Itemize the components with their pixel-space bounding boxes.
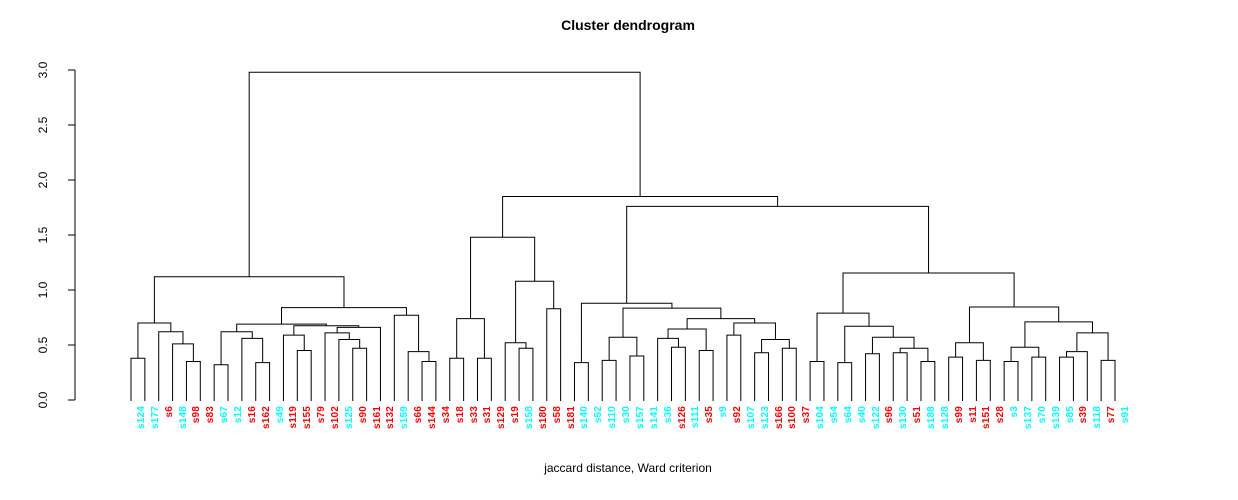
leaf-label-s51: s51 [912,406,924,424]
leaf-label-s19: s19 [510,406,522,424]
leaf-label-s158: s158 [524,406,536,430]
leaf-label-s34: s34 [440,406,452,424]
leaf-label-s180: s180 [537,406,549,430]
leaf-label-s99: s99 [953,406,965,424]
leaf-label-s3: s3 [1009,406,1021,418]
dendrogram-tree [68,69,1116,401]
leaf-label-s102: s102 [330,406,342,430]
leaf-label-s119: s119 [288,406,300,429]
leaf-label-s40: s40 [856,406,868,424]
leaf-label-s98: s98 [191,406,203,424]
leaf-label-s159: s159 [399,406,411,430]
leaf-label-s122: s122 [870,406,882,430]
leaf-label-s35: s35 [704,406,716,424]
x-axis-label: jaccard distance, Ward criterion [544,461,712,475]
leaf-label-s128: s128 [939,406,951,430]
leaf-label-s67: s67 [219,406,231,424]
leaf-label-s157: s157 [634,406,646,430]
leaf-label-s70: s70 [1036,406,1048,424]
leaf-label-s92: s92 [731,406,743,424]
leaf-label-s137: s137 [1022,406,1034,430]
leaf-label-s54: s54 [828,406,840,424]
leaf-label-s28: s28 [995,406,1007,424]
leaf-label-s64: s64 [842,406,854,424]
leaf-label-s107: s107 [745,406,757,430]
leaf-label-s16: s16 [246,406,258,424]
leaf-label-s111: s111 [690,406,702,428]
leaf-label-s90: s90 [357,406,369,424]
leaf-label-s104: s104 [815,406,827,430]
leaf-label-s123: s123 [759,406,771,430]
leaf-label-s140: s140 [579,406,591,430]
leaf-label-s79: s79 [316,406,328,424]
leaf-label-s125: s125 [343,406,355,430]
leaf-label-s39: s39 [1078,406,1090,424]
leaf-label-s33: s33 [468,406,480,424]
leaf-label-s110: s110 [607,406,619,429]
chart-title: Cluster dendrogram [561,17,695,33]
leaf-label-s83: s83 [205,406,217,424]
leaf-label-s181: s181 [565,406,577,430]
leaf-label-s161: s161 [371,406,383,430]
leaf-label-s132: s132 [385,406,397,430]
leaf-label-s9: s9 [718,406,730,418]
leaf-label-s18: s18 [454,406,466,424]
leaf-label-s37: s37 [801,406,813,424]
leaf-label-s66: s66 [413,406,425,424]
leaf-label-s130: s130 [898,406,910,430]
leaf-label-s177: s177 [149,406,161,430]
leaf-label-s91: s91 [1120,406,1131,424]
leaf-label-s118: s118 [1092,406,1104,429]
leaf-label-s162: s162 [260,406,272,430]
leaf-label-s166: s166 [773,406,785,430]
leaf-label-s155: s155 [302,406,314,430]
leaf-label-s11: s11 [967,406,979,423]
leaf-label-s126: s126 [676,406,688,430]
leaf-label-s77: s77 [1106,406,1118,424]
leaf-label-s148: s148 [177,406,189,430]
leaf-label-s139: s139 [1050,406,1062,430]
leaf-label-s85: s85 [1064,406,1076,424]
leaf-label-s52: s52 [593,406,605,424]
leaf-label-s141: s141 [648,406,660,430]
leaf-label-s96: s96 [884,406,896,424]
leaf-label-s144: s144 [427,406,439,430]
leaf-label-s31: s31 [482,406,494,424]
leaf-label-s58: s58 [551,406,563,424]
leaf-label-s6: s6 [163,406,175,418]
leaf-label-s124: s124 [136,406,147,430]
leaf-label-s30: s30 [621,406,633,424]
leaf-label-s36: s36 [662,406,674,424]
leaf-label-s12: s12 [233,406,244,424]
leaf-label-s49: s49 [274,406,286,424]
leaf-label-s151: s151 [981,406,993,430]
leaf-label-s100: s100 [787,406,799,430]
leaf-label-s188: s188 [925,406,937,430]
leaf-label-s129: s129 [496,406,508,430]
